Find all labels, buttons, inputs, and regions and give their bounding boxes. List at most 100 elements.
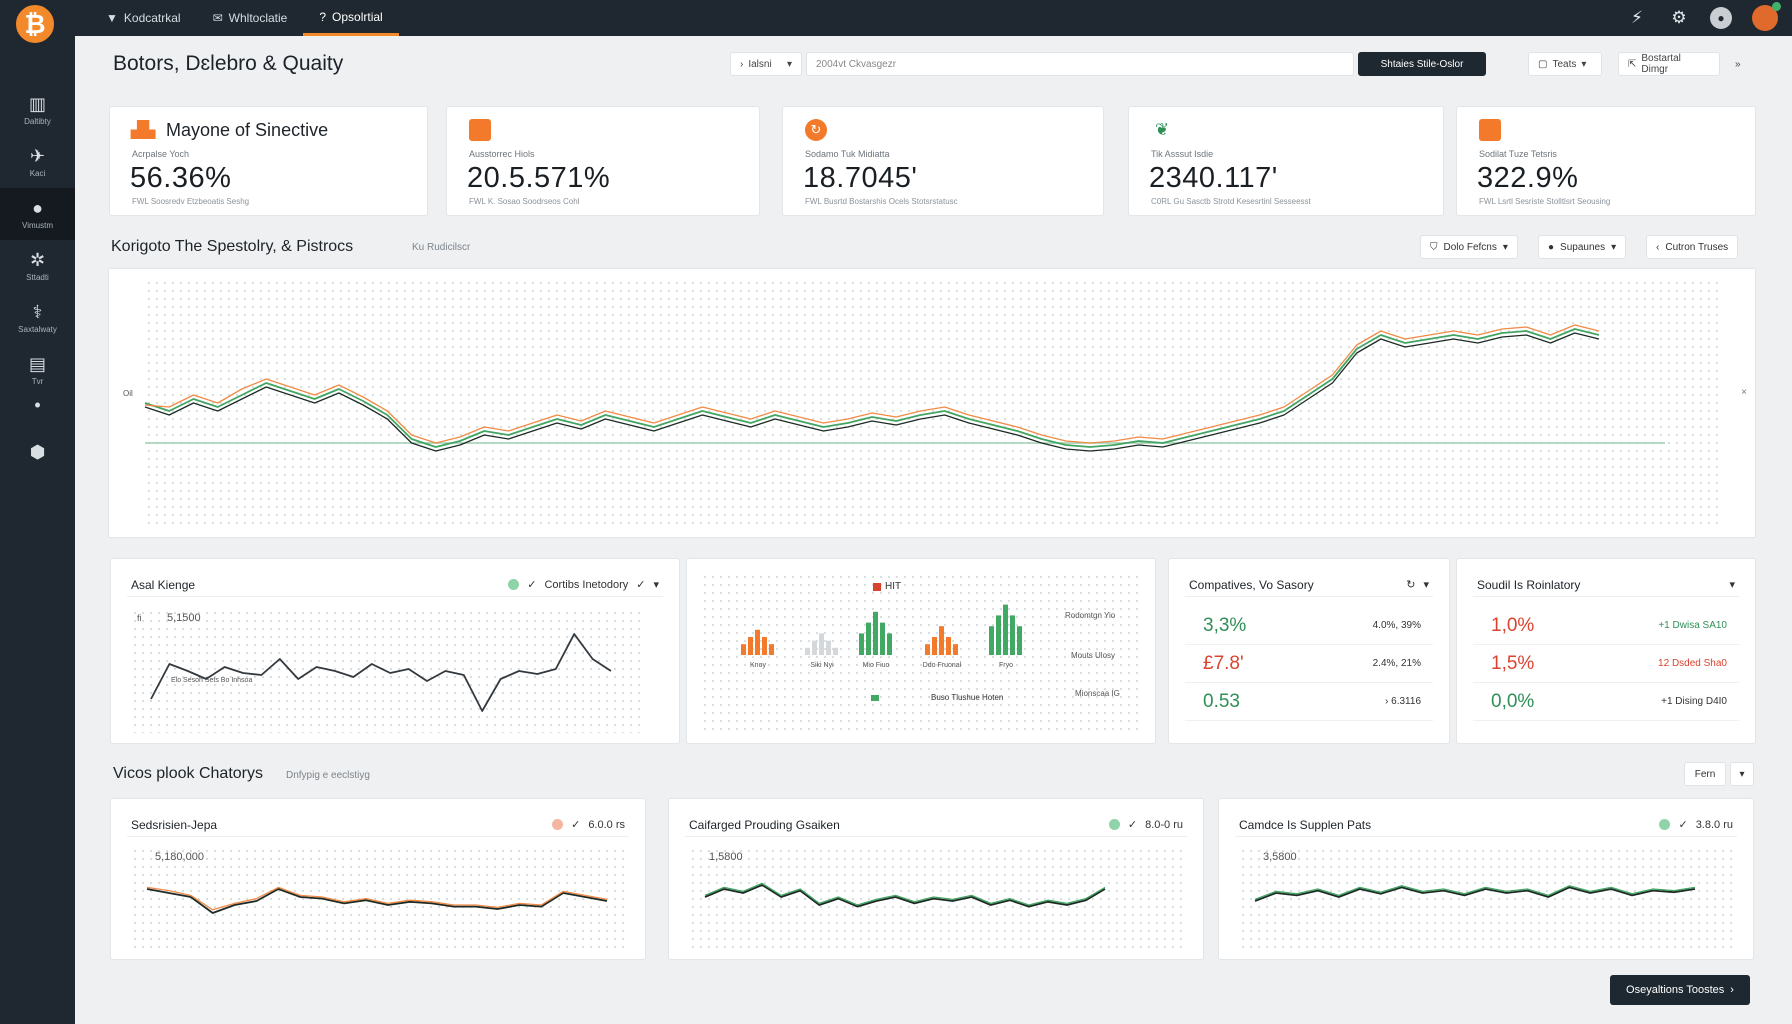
sidebar-item[interactable]: ✈ Kaci (0, 136, 75, 188)
sidebar-item-label: Sttadti (26, 273, 49, 282)
bar[interactable] (741, 644, 746, 655)
bar[interactable] (996, 615, 1001, 655)
list-item[interactable]: 1,0% +1 Dwisa SA10 (1473, 607, 1739, 645)
widget-controls[interactable]: ↻ ▾ (1406, 578, 1429, 591)
status-dot-icon (508, 579, 520, 590)
check-icon: ✓ (571, 819, 581, 831)
bar[interactable] (833, 647, 838, 655)
kpi-card[interactable]: ↻ Sodamo Tuk Midiatta 18.7045' FWL Busrt… (782, 106, 1104, 216)
bar[interactable] (748, 637, 753, 655)
list-item[interactable]: 0.53 › 6.3116 (1185, 683, 1433, 721)
list-item[interactable]: £7.8' 2.4%, 21% (1185, 645, 1433, 683)
list-item[interactable]: 0,0% +1 Dising D4I0 (1473, 683, 1739, 721)
primary-action-button[interactable]: Shtaies Stile-Oslor (1358, 52, 1486, 76)
main-line-chart[interactable] (109, 269, 1757, 539)
chevron-down-icon: ▾ (1611, 241, 1617, 253)
gear-icon[interactable]: ⚙ (1671, 8, 1687, 27)
bar[interactable] (1010, 615, 1015, 655)
bitcoin-logo-icon[interactable]: ₿ (13, 2, 57, 46)
chevron-down-icon: ▾ (1581, 58, 1587, 70)
supplier-dropdown[interactable]: ● Supaunes ▾ (1538, 235, 1627, 259)
bar[interactable] (880, 622, 885, 655)
share-icon[interactable]: ⚡ (1631, 8, 1643, 27)
lower-chart-card: Camdce Is Supplen Pats ✓ 3.8.0 ru 3,5800 (1218, 798, 1754, 960)
filter-dropdown[interactable]: › Ialsni ▾ (730, 52, 802, 76)
operations-tools-button[interactable]: Oseyaltions Toostes › (1610, 975, 1750, 1005)
bar[interactable] (826, 640, 831, 655)
bar-category-label: Knoy (750, 662, 766, 669)
chevron-down-icon: ▾ (653, 579, 659, 591)
bar[interactable] (769, 644, 774, 655)
bar[interactable] (939, 626, 944, 655)
sidebar-item[interactable]: ▤ Tvr (0, 344, 75, 396)
bar[interactable] (1017, 626, 1022, 655)
more-icon[interactable]: » (1735, 58, 1741, 70)
check-icon: ✓ (636, 579, 646, 591)
filter-button[interactable]: Fern (1684, 762, 1726, 786)
sidebar-item-active[interactable]: ● Vimustm (0, 188, 75, 240)
lower-line-chart[interactable] (669, 799, 1205, 961)
team-dropdown[interactable]: ▢ Teats ▾ (1528, 52, 1602, 76)
y-tick-label: 1,5800 (709, 851, 743, 863)
sidebar-item-label: Kaci (29, 169, 46, 178)
check-icon: ✓ (527, 579, 537, 591)
top-nav-item[interactable]: ✉ Whltoclatie (197, 0, 304, 36)
bar[interactable] (925, 644, 930, 655)
top-nav-label: Whltoclatie (228, 11, 288, 25)
bar[interactable] (762, 637, 767, 655)
top-nav-item[interactable]: ▼ Kodcatrkal (90, 0, 197, 36)
bar-chart[interactable]: Knoy Siki Nyi Mio Fiuo Ddo Fruonal Fryo (687, 559, 1157, 745)
kpi-footnote: FWL Soosredv Etzbeoatis Seshg (132, 197, 250, 206)
sidebar-item-label: Tvr (31, 377, 44, 386)
section-subtitle: Ku Rudicilscr (412, 242, 471, 253)
help-icon: ? (319, 9, 327, 24)
search-input[interactable]: 2004vt Ckvasgezr (806, 52, 1354, 76)
kpi-card[interactable]: ❦ Tik Asssut Isdie 2340.117' C0RL Gu Sas… (1128, 106, 1444, 216)
bar[interactable] (805, 647, 810, 655)
lower-line-chart[interactable] (1219, 799, 1755, 961)
widget-controls[interactable]: ✓ 6.0.0 rs (552, 818, 625, 831)
top-nav-item-active[interactable]: ? Opsolrtial (303, 0, 399, 36)
bar[interactable] (866, 622, 871, 655)
sidebar-item[interactable]: ⚕ Saxtalwaty (0, 292, 75, 344)
bar[interactable] (873, 611, 878, 655)
widget-controls[interactable]: ▾ (1729, 578, 1735, 591)
bar[interactable] (887, 633, 892, 655)
sidebar-item[interactable]: ⬢ (0, 426, 75, 478)
bar[interactable] (953, 644, 958, 655)
user-icon[interactable]: ● (1710, 7, 1732, 29)
widget-title: Sedsrisien-Jepa (131, 817, 218, 832)
bar[interactable] (1003, 604, 1008, 655)
series-line (146, 888, 608, 914)
screen-icon: ▤ (28, 354, 46, 374)
sidebar-item[interactable]: • (0, 390, 75, 420)
bar[interactable] (819, 633, 824, 655)
sidebar-item[interactable]: ✲ Sttadti (0, 240, 75, 292)
export-button[interactable]: ⇱ Bostartal Dimgr (1618, 52, 1720, 76)
kpi-card[interactable]: Sodilat Tuze Tetsris 322.9% FWL Lsrtl Se… (1456, 106, 1756, 216)
bar[interactable] (859, 633, 864, 655)
data-filter-dropdown[interactable]: ⛉ Dolo Fefcns ▾ (1420, 235, 1518, 259)
asset-line-chart[interactable] (111, 559, 681, 745)
sidebar-item[interactable]: ▥ Daltibty (0, 84, 75, 136)
custom-trend-button[interactable]: ‹ Cutron Truses (1646, 235, 1739, 259)
chevron-down-icon[interactable]: ▾ (1730, 762, 1754, 786)
bar[interactable] (932, 637, 937, 655)
avatar[interactable] (1752, 2, 1781, 31)
widget-controls[interactable]: ✓ 3.8.0 ru (1659, 818, 1733, 831)
kpi-card[interactable]: Ausstorrec Hiols 20.5.571% FWL K. Sosao … (446, 106, 760, 216)
bar[interactable] (989, 626, 994, 655)
bar[interactable] (946, 637, 951, 655)
widget-controls[interactable]: ✓ Cortibs Inetodory ✓ ▾ (508, 578, 659, 591)
list-item[interactable]: 3,3% 4.0%, 39% (1185, 607, 1433, 645)
kpi-card[interactable]: ▟▙ Mayone of Sinective Acrpalse Yoch 56.… (109, 106, 428, 216)
lower-line-chart[interactable] (111, 799, 647, 961)
list-item[interactable]: 1,5% 12 Dsded Sha0 (1473, 645, 1739, 683)
bar[interactable] (812, 640, 817, 655)
widget-controls[interactable]: ✓ 8.0-0 ru (1108, 818, 1183, 831)
kpi-footnote: FWL Busrtd Bostarshis Ocels Stotsrstatus… (805, 197, 958, 206)
chart-grid (145, 279, 1721, 527)
bar[interactable] (755, 629, 760, 655)
widget-control-label: Cortibs Inetodory (544, 578, 629, 591)
kpi-value: 18.7045' (803, 162, 918, 194)
